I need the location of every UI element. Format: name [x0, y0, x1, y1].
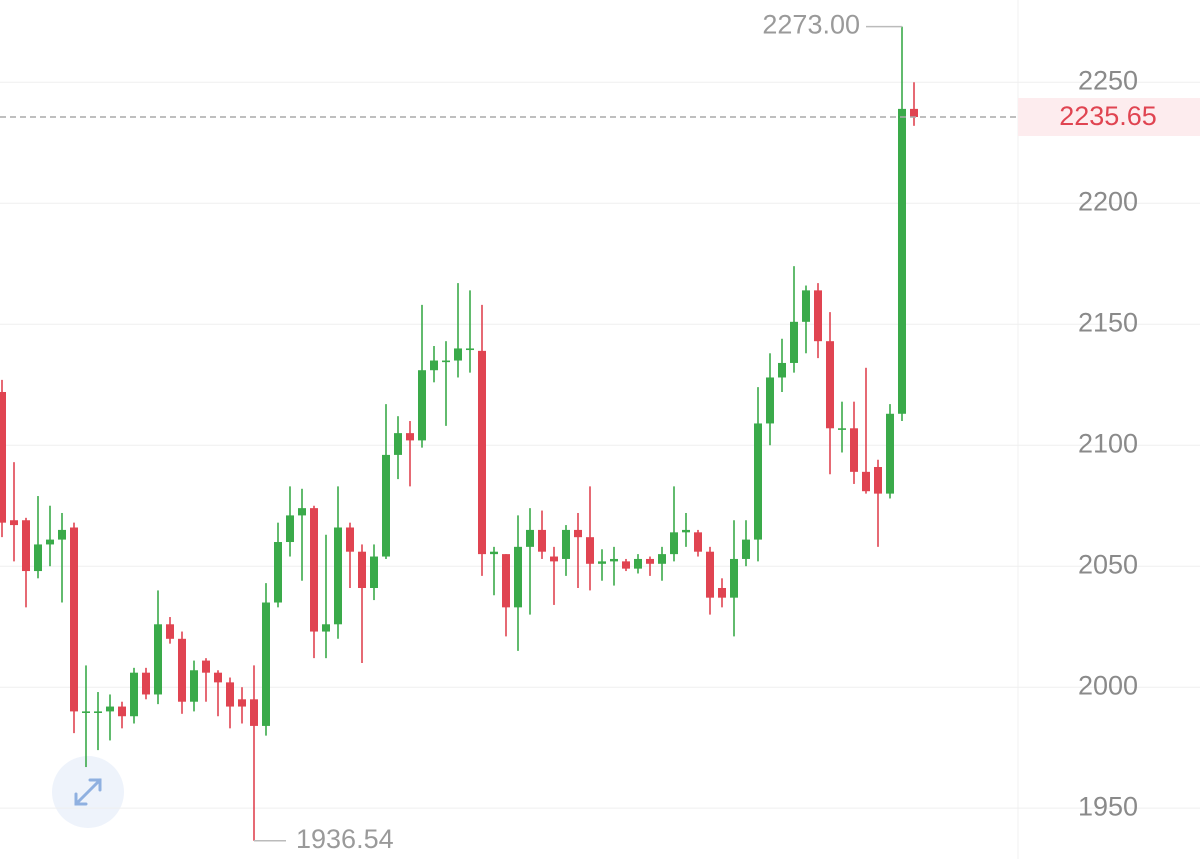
candle-body: [526, 529, 534, 547]
candle-body: [214, 672, 222, 683]
candle-body: [610, 558, 618, 562]
candle-body: [586, 537, 594, 564]
candle-body: [718, 587, 726, 598]
candle-body: [658, 554, 666, 564]
candle-body: [598, 561, 606, 564]
candle-body: [838, 428, 846, 430]
candle-body: [370, 556, 378, 588]
candle-body: [634, 558, 642, 569]
candle-body: [862, 471, 870, 492]
candle-body: [910, 108, 918, 117]
y-tick-label: 2050: [1078, 549, 1138, 579]
candle-body: [766, 377, 774, 424]
candle-body: [394, 433, 402, 455]
candle-body: [202, 660, 210, 673]
candle-body: [742, 539, 750, 559]
candle-body: [346, 527, 354, 552]
candle-body: [70, 527, 78, 712]
candle-body: [154, 624, 162, 695]
candle-body: [898, 108, 906, 414]
candle-body: [490, 551, 498, 555]
candle-body: [0, 391, 6, 523]
last-price-label: 2235.65: [1059, 101, 1157, 131]
candle-body: [778, 362, 786, 378]
candle-body: [358, 551, 366, 588]
candle-body: [886, 413, 894, 494]
candle-body: [286, 515, 294, 543]
candle-body: [106, 706, 114, 712]
candle-body: [58, 529, 66, 540]
candle-body: [166, 624, 174, 639]
candle-body: [190, 670, 198, 702]
candle-body: [502, 554, 510, 608]
candle-body: [538, 529, 546, 552]
candle-body: [814, 290, 822, 342]
candle-body: [442, 360, 450, 363]
candle-body: [466, 348, 474, 351]
y-tick-label: 2000: [1078, 670, 1138, 700]
candle-body: [238, 699, 246, 707]
candle-body: [34, 544, 42, 572]
candle-body: [454, 348, 462, 361]
candle-body: [250, 699, 258, 726]
last-price-box: [1018, 97, 1200, 136]
candle-body: [682, 529, 690, 533]
candle-body: [514, 546, 522, 608]
candle-body: [22, 520, 30, 572]
candle-body: [622, 561, 630, 569]
candle-body: [118, 706, 126, 717]
candle-body: [562, 529, 570, 559]
candle-body: [130, 672, 138, 717]
y-tick-label: 1950: [1078, 791, 1138, 821]
candle-body: [418, 370, 426, 441]
candle-body: [310, 508, 318, 632]
candle-body: [82, 711, 90, 713]
candle-body: [334, 527, 342, 625]
candle-body: [322, 624, 330, 632]
candle-body: [226, 682, 234, 707]
candle-body: [850, 428, 858, 472]
y-tick-label: 2100: [1078, 428, 1138, 458]
y-tick-label: 2200: [1078, 186, 1138, 216]
candle-body: [178, 638, 186, 702]
candle-body: [262, 602, 270, 726]
candle-body: [430, 360, 438, 371]
expand-icon[interactable]: [74, 778, 102, 806]
candle-body: [574, 529, 582, 538]
candle-body: [670, 532, 678, 555]
candle-body: [382, 454, 390, 557]
candle-body: [826, 341, 834, 429]
candle-body: [46, 539, 54, 545]
max-label: 2273.00: [762, 10, 860, 40]
candle-body: [802, 290, 810, 322]
candle-body: [790, 321, 798, 363]
candle-body: [10, 520, 18, 526]
candle-body: [694, 532, 702, 552]
y-tick-label: 2150: [1078, 307, 1138, 337]
candle-body: [298, 508, 306, 516]
candle-body: [646, 558, 654, 564]
expand-button[interactable]: [52, 756, 124, 828]
candle-body: [94, 711, 102, 713]
candle-body: [274, 542, 282, 603]
candle-body: [406, 433, 414, 441]
candle-body: [478, 350, 486, 555]
min-label: 1936.54: [296, 824, 394, 854]
candle-body: [706, 551, 714, 598]
candle-body: [730, 558, 738, 598]
y-tick-label: 2250: [1078, 65, 1138, 95]
candle-body: [550, 556, 558, 562]
candle-body: [874, 467, 882, 494]
candle-body: [754, 423, 762, 540]
candle-body: [142, 672, 150, 695]
